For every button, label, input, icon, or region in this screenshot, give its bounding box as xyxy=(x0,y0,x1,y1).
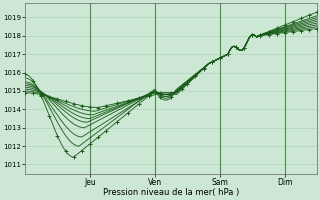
X-axis label: Pression niveau de la mer( hPa ): Pression niveau de la mer( hPa ) xyxy=(103,188,239,197)
